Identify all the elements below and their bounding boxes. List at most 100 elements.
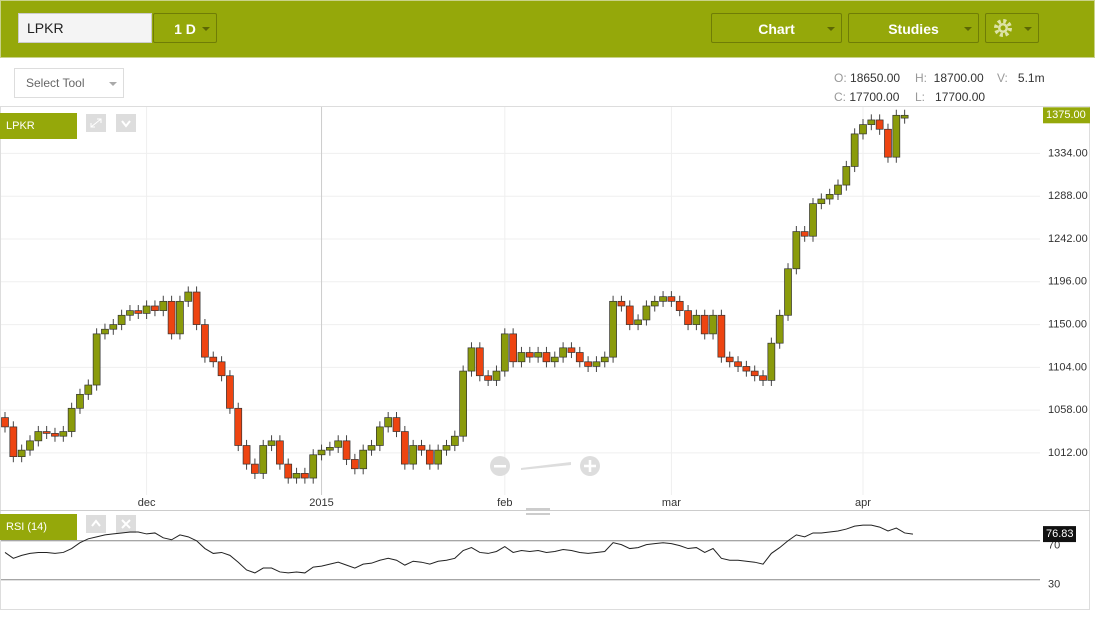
candle-body xyxy=(292,473,301,479)
candle-body xyxy=(192,291,201,325)
ohlc-v: V: 5.1m xyxy=(997,71,1045,85)
candle-body xyxy=(326,447,334,451)
candle-body xyxy=(884,128,892,158)
candle-body xyxy=(217,361,226,377)
candle-body xyxy=(259,445,268,474)
candle-body xyxy=(842,166,851,186)
candle-body xyxy=(126,310,134,316)
candle-body xyxy=(717,314,726,358)
candle-body xyxy=(750,370,759,377)
chart-dropdown[interactable]: Chart xyxy=(711,13,842,43)
candle-body xyxy=(584,361,592,367)
candle-body xyxy=(709,314,717,335)
candle-body xyxy=(167,300,176,335)
h-value: 18700.00 xyxy=(933,71,984,85)
rsi-label-bg xyxy=(0,514,77,540)
candles xyxy=(1,109,909,484)
candle-body xyxy=(409,445,418,465)
candle-body xyxy=(692,314,701,325)
resize-handle-2 xyxy=(526,513,550,515)
candle-body xyxy=(309,454,318,479)
down-button[interactable] xyxy=(116,114,136,132)
candle-body xyxy=(209,356,218,363)
resize-handle[interactable] xyxy=(526,508,550,510)
candle-body xyxy=(475,347,484,377)
candle-body xyxy=(251,463,259,474)
candle-body xyxy=(267,440,276,446)
panel-label: LPKR xyxy=(6,120,35,132)
settings-dropdown[interactable] xyxy=(985,13,1039,43)
ohlc-l: L: 17700.00 xyxy=(915,90,985,104)
candle-body xyxy=(26,440,34,451)
gear-icon xyxy=(994,19,1012,37)
y-tick-label: 1242.00 xyxy=(1048,233,1088,245)
candle-body xyxy=(442,445,451,451)
candle-body xyxy=(800,231,809,237)
select-tool-text: Select Tool xyxy=(26,76,85,90)
candle-body xyxy=(67,407,76,432)
expand-icon xyxy=(90,118,102,128)
candle-body xyxy=(159,300,168,311)
studies-dropdown[interactable]: Studies xyxy=(848,13,979,43)
candle-body xyxy=(559,347,567,358)
ohlc-c: C: 17700.00 xyxy=(834,90,899,104)
y-tick-label: 1196.00 xyxy=(1048,276,1087,288)
candle-body xyxy=(334,440,343,448)
candle-body xyxy=(492,370,501,381)
candle-body xyxy=(617,300,626,307)
rsi-up-button[interactable] xyxy=(86,515,106,533)
candle-body xyxy=(725,356,734,363)
candle-body xyxy=(242,445,251,465)
rsi-last-label: 76.83 xyxy=(1046,528,1074,540)
candle-body xyxy=(184,291,193,302)
candle-body xyxy=(434,449,443,465)
candle-body xyxy=(92,333,101,386)
candle-body xyxy=(592,361,601,367)
candle-body xyxy=(109,324,118,330)
candle-body xyxy=(609,300,617,358)
candle-body xyxy=(359,449,368,470)
y-tick-label: 1288.00 xyxy=(1048,190,1088,202)
symbol-input[interactable]: LPKR xyxy=(18,13,152,43)
candle-body xyxy=(792,231,801,270)
panel-label-bg xyxy=(0,113,77,139)
candle-body xyxy=(517,352,526,363)
candle-body xyxy=(34,431,43,442)
rsi-tick-label: 70 xyxy=(1048,540,1060,552)
candle-body xyxy=(51,433,59,437)
c-value: 17700.00 xyxy=(849,90,900,104)
candle-body xyxy=(276,440,284,465)
x-tick-label: mar xyxy=(662,497,681,509)
candle-body xyxy=(234,407,243,446)
candle-body xyxy=(875,119,884,130)
candle-body xyxy=(900,114,909,119)
rsi-tick-label: 30 xyxy=(1048,579,1060,591)
rsi-up-icon xyxy=(91,519,101,527)
candle-body xyxy=(600,356,609,363)
x-tick-label: feb xyxy=(497,497,512,509)
zoom-slider[interactable] xyxy=(521,462,571,470)
interval-dropdown[interactable]: 1 D xyxy=(153,13,217,43)
candle-body xyxy=(542,352,551,363)
candle-body xyxy=(650,300,659,307)
select-tool[interactable]: Select Tool xyxy=(14,68,124,98)
candle-body xyxy=(84,384,93,395)
x-tick-label: dec xyxy=(138,497,156,509)
candle-body xyxy=(134,310,143,314)
candle-body xyxy=(400,431,409,465)
candle-body xyxy=(575,352,584,363)
candle-body xyxy=(117,314,126,325)
candle-body xyxy=(817,198,826,205)
x-tick-label: 2015 xyxy=(309,497,333,509)
candle-body xyxy=(767,342,776,381)
candle-body xyxy=(351,459,359,470)
y-tick-label: 1334.00 xyxy=(1048,147,1088,159)
chart-frame xyxy=(0,106,1090,610)
rsi-line xyxy=(4,524,914,574)
candle-body xyxy=(9,426,18,458)
candle-body xyxy=(500,333,509,372)
v-value: 5.1m xyxy=(1017,71,1045,85)
candle-body xyxy=(892,114,901,158)
c-label: C: xyxy=(834,90,846,104)
